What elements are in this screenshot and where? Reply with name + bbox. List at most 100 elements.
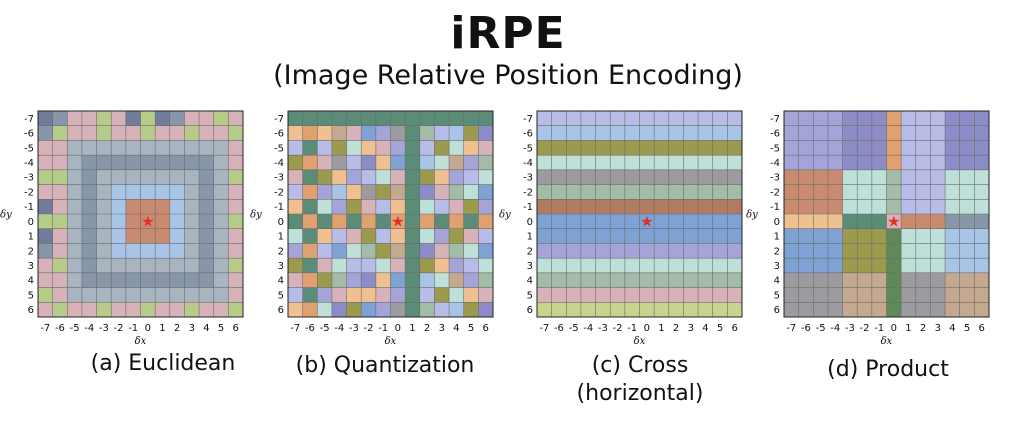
cell xyxy=(915,169,931,185)
cell xyxy=(81,302,97,318)
cell xyxy=(405,155,420,171)
x-tick-label: -1 xyxy=(627,323,637,334)
cell xyxy=(727,140,743,156)
cell xyxy=(595,243,611,259)
cell xyxy=(698,140,713,156)
cell xyxy=(331,258,347,274)
cell xyxy=(930,125,946,141)
cell xyxy=(886,302,902,318)
cell xyxy=(169,155,185,171)
cell xyxy=(331,140,347,156)
cell xyxy=(361,184,377,200)
cell xyxy=(915,184,931,200)
cell xyxy=(169,140,185,156)
cell xyxy=(668,258,684,274)
cell xyxy=(974,155,990,171)
cell xyxy=(945,169,960,185)
cell xyxy=(551,140,567,156)
cell xyxy=(375,302,391,318)
cell xyxy=(683,272,699,288)
cell xyxy=(798,111,814,126)
cell xyxy=(595,272,611,288)
cell xyxy=(624,228,640,244)
cell xyxy=(566,272,582,288)
cell xyxy=(551,228,567,244)
y-tick-label: 4 xyxy=(774,276,780,287)
cell xyxy=(199,111,214,126)
cell xyxy=(463,169,479,185)
cell xyxy=(346,111,362,126)
cell xyxy=(302,184,318,200)
cell xyxy=(580,272,596,288)
cell xyxy=(784,243,799,259)
y-tick-label: -4 xyxy=(274,158,284,169)
cell xyxy=(566,199,582,215)
cell xyxy=(478,272,494,288)
cell xyxy=(199,169,214,185)
cell xyxy=(974,184,990,200)
cell xyxy=(96,111,112,126)
cell xyxy=(140,155,156,171)
cell xyxy=(419,214,435,229)
cell xyxy=(712,155,728,171)
cell xyxy=(52,184,68,200)
cell xyxy=(654,302,669,318)
cell xyxy=(375,111,391,126)
cell xyxy=(798,243,814,259)
cell xyxy=(478,228,494,244)
cell xyxy=(419,169,435,185)
cell xyxy=(405,214,420,229)
cell xyxy=(155,140,170,156)
cell xyxy=(125,140,141,156)
cell xyxy=(478,140,494,156)
cell xyxy=(727,302,743,318)
cell xyxy=(199,214,214,229)
cell xyxy=(827,140,843,156)
cell xyxy=(698,111,713,126)
cell xyxy=(213,214,229,229)
cell xyxy=(434,140,450,156)
cell xyxy=(712,287,728,303)
cell xyxy=(52,272,68,288)
cell xyxy=(827,302,843,318)
cell xyxy=(798,169,814,185)
x-tick-label: 2 xyxy=(920,323,926,334)
cell xyxy=(463,243,479,259)
cell xyxy=(213,258,229,274)
cell xyxy=(213,184,229,200)
cell xyxy=(419,125,435,141)
cell xyxy=(842,302,858,318)
cell xyxy=(580,184,596,200)
cell xyxy=(610,140,626,156)
cell xyxy=(551,111,567,126)
cell xyxy=(390,184,406,200)
cell xyxy=(478,243,494,259)
cell xyxy=(712,302,728,318)
y-tick-label: 4 xyxy=(28,276,34,287)
center-star-icon: ★ xyxy=(391,212,404,230)
cell xyxy=(712,111,728,126)
cell xyxy=(155,169,170,185)
cell xyxy=(38,155,53,171)
cell xyxy=(405,243,420,259)
cell xyxy=(668,111,684,126)
cell xyxy=(712,214,728,229)
x-tick-label: -6 xyxy=(55,323,65,334)
cell xyxy=(639,125,655,141)
cell xyxy=(551,243,567,259)
cell xyxy=(871,184,887,200)
x-tick-label: -2 xyxy=(114,323,124,334)
cell xyxy=(140,302,156,318)
cell xyxy=(784,125,799,141)
cell xyxy=(111,125,127,141)
cell xyxy=(566,140,582,156)
cell xyxy=(857,272,873,288)
cell xyxy=(302,111,318,126)
caption-c-line-2: (horizontal) xyxy=(576,381,704,406)
cell xyxy=(842,140,858,156)
cell xyxy=(184,155,200,171)
cell xyxy=(537,228,552,244)
cell xyxy=(566,243,582,259)
cell xyxy=(683,258,699,274)
cell xyxy=(915,111,931,126)
